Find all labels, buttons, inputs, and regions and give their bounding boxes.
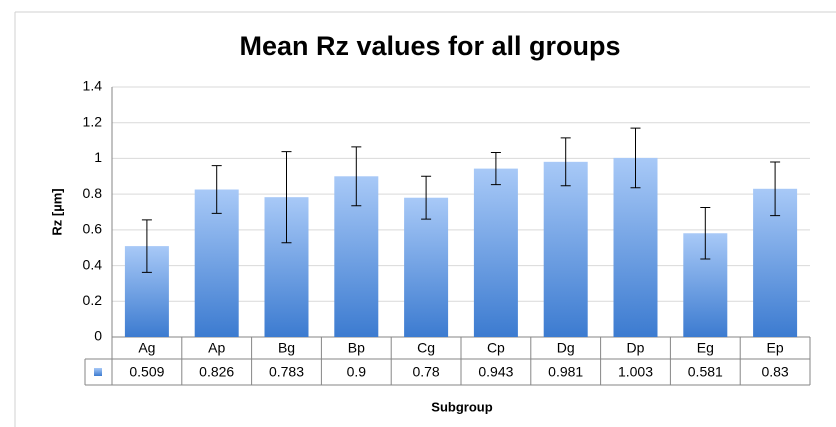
x-axis-title: Subgroup <box>431 399 492 414</box>
bar <box>194 189 239 337</box>
y-axis-title: Rz [µm] <box>49 188 64 235</box>
bar <box>404 197 449 337</box>
error-bar <box>630 127 641 189</box>
y-tick-label: 1.4 <box>83 78 103 94</box>
data-table-value: 1.003 <box>618 364 653 380</box>
x-tick-label: Ag <box>138 340 155 356</box>
x-tick-label: Dp <box>627 340 645 356</box>
y-tick-label: 0.6 <box>83 221 103 237</box>
data-table-value: 0.581 <box>688 364 723 380</box>
data-table-value: 0.509 <box>129 364 164 380</box>
y-tick-label: 1.2 <box>83 113 103 129</box>
error-bar <box>141 219 152 273</box>
data-table-value: 0.981 <box>548 364 583 380</box>
chart-title: Mean Rz values for all groups <box>239 31 620 61</box>
bar <box>543 161 588 337</box>
error-bar <box>560 137 571 187</box>
x-tick-label: Ap <box>208 340 225 356</box>
y-tick-label: 0.8 <box>83 185 103 201</box>
error-bar <box>770 161 781 217</box>
data-table-value: 0.943 <box>478 364 513 380</box>
data-table-value: 0.826 <box>199 364 234 380</box>
error-bar <box>211 165 222 214</box>
legend-key <box>94 368 102 376</box>
x-tick-label: Bg <box>278 340 295 356</box>
y-tick-label: 0 <box>94 328 102 344</box>
error-bar <box>281 151 292 244</box>
y-tick-label: 0.4 <box>83 256 103 272</box>
x-tick-label: Eg <box>697 340 714 356</box>
bar <box>473 168 518 337</box>
data-table-value: 0.783 <box>269 364 304 380</box>
y-tick-label: 0.2 <box>83 292 103 308</box>
data-table-value: 0.78 <box>412 364 439 380</box>
x-tick-label: Bp <box>348 340 365 356</box>
x-tick-label: Ep <box>767 340 784 356</box>
data-table-value: 0.9 <box>347 364 367 380</box>
error-bar <box>490 152 501 186</box>
data-table-value: 0.83 <box>761 364 788 380</box>
error-bar <box>351 146 362 207</box>
error-bar <box>421 175 432 220</box>
y-tick-label: 1 <box>94 149 102 165</box>
x-tick-label: Dg <box>557 340 575 356</box>
x-tick-label: Cp <box>487 340 505 356</box>
x-tick-label: Cg <box>417 340 435 356</box>
error-bar <box>700 207 711 260</box>
